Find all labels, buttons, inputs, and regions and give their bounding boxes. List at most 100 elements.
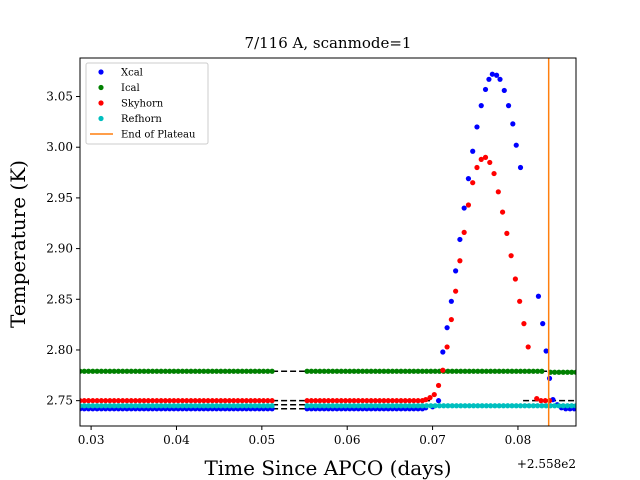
refhorn-point [252,403,258,409]
ical-point [552,369,558,375]
ical-point [530,368,536,374]
refhorn-point [171,403,177,409]
plot-area [80,58,576,426]
skyhorn-point [465,202,472,208]
ical-point [415,368,421,374]
ical-point [205,368,211,374]
refhorn-point [325,403,332,409]
refhorn-point [406,403,413,409]
ical-point [517,368,524,374]
skyhorn-point [338,398,344,404]
skyhorn-point [196,398,203,404]
y-tick-label: 2.95 [46,191,73,205]
skyhorn-point [192,398,198,404]
ical-point [184,368,190,374]
skyhorn-point [120,398,126,404]
ical-point [539,368,545,374]
skyhorn-point [94,398,100,404]
refhorn-point [385,403,391,409]
legend-marker-xcal [98,69,104,75]
ical-point [107,368,113,374]
ical-point [132,368,139,374]
refhorn-point [137,403,143,409]
refhorn-point [218,403,224,409]
xcal-point [444,325,450,331]
ical-point [231,368,237,374]
skyhorn-point [222,398,228,404]
skyhorn-point [385,398,391,404]
skyhorn-point [521,321,527,327]
skyhorn-point [304,398,310,404]
skyhorn-point [427,395,433,401]
xcal-point [486,76,492,82]
refhorn-point [513,403,519,409]
refhorn-point [402,403,408,409]
ical-point [265,368,271,374]
skyhorn-point [435,382,442,389]
skyhorn-point [158,398,164,404]
ical-point [317,368,323,374]
refhorn-point [256,403,262,409]
y-tick-label: 2.90 [46,242,73,256]
ical-point [111,368,117,374]
refhorn-point [235,403,241,409]
refhorn-point [167,403,173,409]
xcal-point [457,236,463,243]
refhorn-point [162,403,168,409]
refhorn-point [569,403,575,409]
skyhorn-point [243,398,250,404]
xcal-point [465,176,472,182]
refhorn-point [411,403,417,409]
refhorn-point [265,403,271,409]
skyhorn-point [162,398,168,404]
legend-label-end-of-plateau: End of Plateau [121,130,196,141]
refhorn-point [432,403,438,409]
ical-point [201,368,207,374]
xcal-point [474,124,480,130]
skyhorn-point [431,391,437,398]
refhorn-point [355,403,361,409]
ical-point [321,368,327,374]
ical-point [347,368,353,374]
ical-point [560,369,566,375]
skyhorn-point [478,156,484,162]
refhorn-point [347,403,353,409]
skyhorn-point [248,398,254,404]
skyhorn-point [546,398,553,404]
ical-point [179,368,186,374]
skyhorn-point [265,398,271,404]
legend-marker-refhorn [98,115,104,122]
skyhorn-point [111,398,117,404]
ical-point [569,369,575,375]
skyhorn-point [334,398,340,404]
ical-point [209,368,215,374]
refhorn-point [539,403,545,409]
refhorn-point [419,403,425,409]
refhorn-point [505,403,511,409]
axes: 0.03 0.04 0.05 0.06 0.07 0.08 2.75 2.80 2.85 2.90… [46,57,577,447]
skyhorn-point [461,229,467,235]
refhorn-point [334,403,340,409]
ical-point [466,368,472,374]
ical-point [483,368,489,374]
skyhorn-point [252,398,258,404]
refhorn-point [111,403,117,409]
skyhorn-point [167,398,173,404]
ical-point [394,368,400,374]
refhorn-point [364,403,370,409]
refhorn-point [192,403,198,409]
skyhorn-point [132,398,139,404]
y-tick-label: 2.80 [46,343,73,357]
xcal-point [448,298,454,304]
refhorn-point [317,403,323,409]
ical-point [500,368,507,374]
ical-point [252,368,258,374]
ical-point [115,368,122,374]
skyhorn-point [534,396,540,402]
refhorn-point [500,403,507,409]
skyhorn-point [317,398,323,404]
ical-point [304,368,310,374]
refhorn-point [201,403,207,409]
skyhorn-point [487,159,493,166]
skyhorn-point [542,398,548,404]
